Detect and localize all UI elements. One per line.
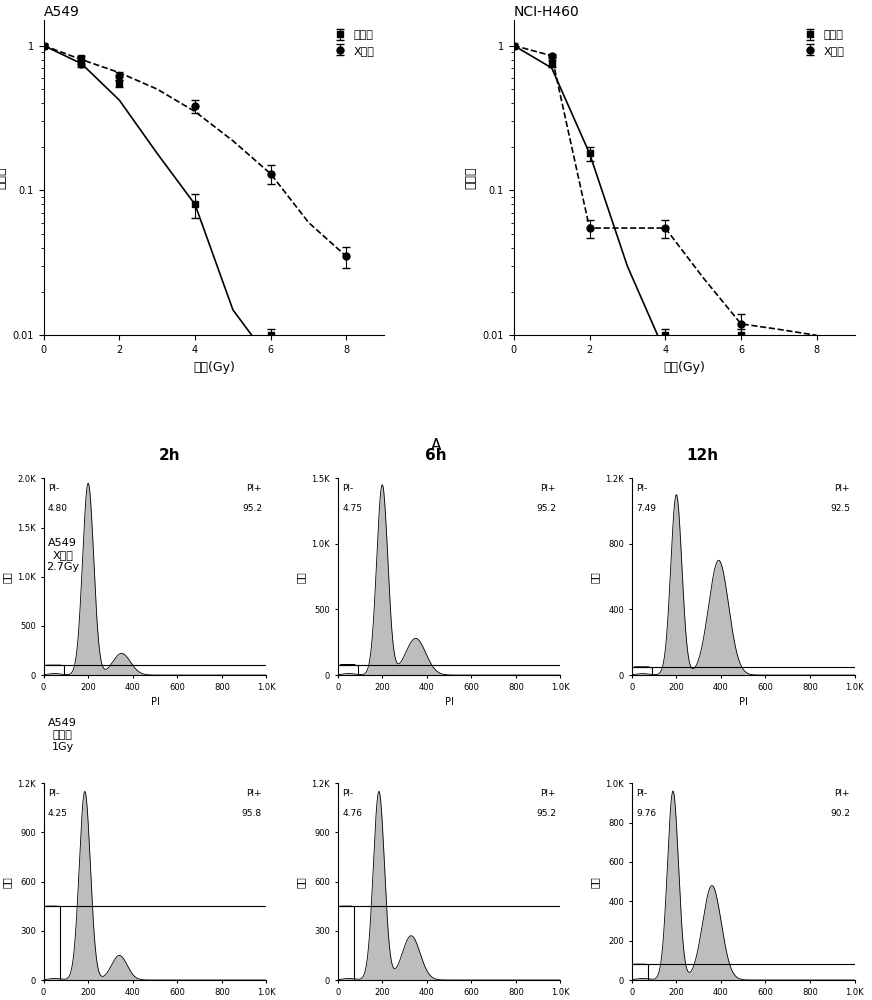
Text: A549
X射线
2.7Gy: A549 X射线 2.7Gy — [46, 538, 79, 572]
Y-axis label: 数量: 数量 — [296, 571, 306, 583]
Text: 95.2: 95.2 — [536, 504, 556, 513]
X-axis label: 剂量(Gy): 剂量(Gy) — [664, 361, 705, 374]
Text: A549
重离子
1Gy: A549 重离子 1Gy — [48, 718, 78, 752]
Text: 12h: 12h — [686, 448, 718, 462]
Legend: 重离子, X射线: 重离子, X射线 — [797, 26, 849, 60]
Text: 90.2: 90.2 — [830, 809, 850, 818]
Y-axis label: 数量: 数量 — [2, 571, 12, 583]
Y-axis label: 数量: 数量 — [296, 876, 306, 888]
Text: 2h: 2h — [160, 448, 181, 462]
Legend: 重离子, X射线: 重离子, X射线 — [327, 26, 378, 60]
Text: 7.49: 7.49 — [637, 504, 657, 513]
X-axis label: PI: PI — [151, 697, 160, 707]
Text: PI-: PI- — [48, 789, 59, 798]
Text: 95.2: 95.2 — [536, 809, 556, 818]
X-axis label: PI: PI — [445, 697, 453, 707]
Text: PI+: PI+ — [835, 484, 850, 493]
Text: 4.80: 4.80 — [48, 504, 68, 513]
Text: PI-: PI- — [342, 484, 353, 493]
Text: 95.2: 95.2 — [242, 504, 262, 513]
Text: PI-: PI- — [637, 484, 648, 493]
Text: 4.25: 4.25 — [48, 809, 68, 818]
X-axis label: 剂量(Gy): 剂量(Gy) — [193, 361, 235, 374]
Text: PI+: PI+ — [541, 789, 556, 798]
Y-axis label: 数量: 数量 — [590, 876, 600, 888]
Text: PI+: PI+ — [247, 484, 262, 493]
Text: 4.75: 4.75 — [342, 504, 362, 513]
Text: A549: A549 — [44, 5, 79, 19]
Y-axis label: 数量: 数量 — [2, 876, 12, 888]
Text: NCI-H460: NCI-H460 — [514, 5, 580, 19]
Text: PI-: PI- — [48, 484, 59, 493]
Text: 95.8: 95.8 — [242, 809, 262, 818]
Text: PI-: PI- — [637, 789, 648, 798]
Text: 92.5: 92.5 — [830, 504, 850, 513]
Text: PI+: PI+ — [835, 789, 850, 798]
Text: PI+: PI+ — [541, 484, 556, 493]
Y-axis label: 存活率: 存活率 — [464, 166, 477, 189]
Y-axis label: 存活率: 存活率 — [0, 166, 7, 189]
X-axis label: PI: PI — [739, 697, 747, 707]
Text: 9.76: 9.76 — [637, 809, 657, 818]
Text: 4.76: 4.76 — [342, 809, 362, 818]
Y-axis label: 数量: 数量 — [590, 571, 600, 583]
Text: PI+: PI+ — [247, 789, 262, 798]
Text: PI-: PI- — [342, 789, 353, 798]
Text: A: A — [431, 438, 441, 452]
Text: 6h: 6h — [426, 448, 446, 462]
